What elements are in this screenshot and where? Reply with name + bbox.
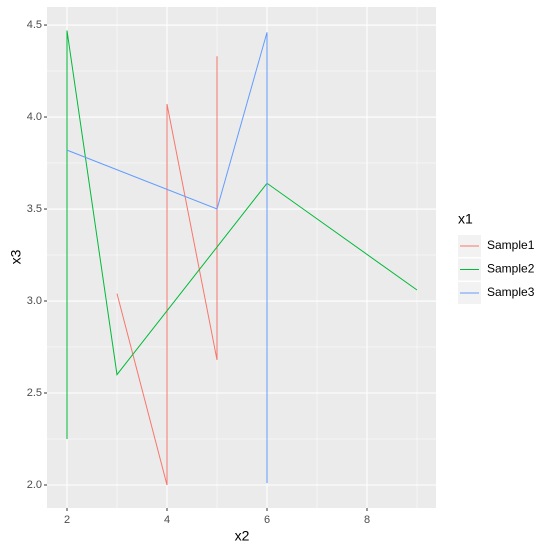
y-tick-label: 4.5 [27, 19, 42, 31]
x-axis-title: x2 [235, 528, 250, 544]
y-tick-label: 3.5 [27, 203, 42, 215]
legend-label: Sample3 [487, 285, 535, 299]
legend-label: Sample1 [487, 238, 535, 252]
y-axis-title: x3 [8, 249, 24, 264]
line [116, 56, 218, 486]
panel [47, 7, 436, 508]
x-tick-label: 4 [164, 514, 170, 526]
y-tick-label: 2.0 [27, 479, 42, 491]
x-tick-label: 8 [364, 514, 370, 526]
x-tick-label: 6 [264, 514, 270, 526]
legend-label: Sample2 [487, 262, 535, 276]
y-tick-label: 2.5 [27, 387, 42, 399]
legend-title: x1 [458, 211, 473, 227]
y-tick-label: 4.0 [27, 111, 42, 123]
y-tick-label: 3.0 [27, 295, 42, 307]
x-tick-label: 2 [64, 514, 70, 526]
line [66, 30, 418, 440]
line [66, 32, 268, 484]
